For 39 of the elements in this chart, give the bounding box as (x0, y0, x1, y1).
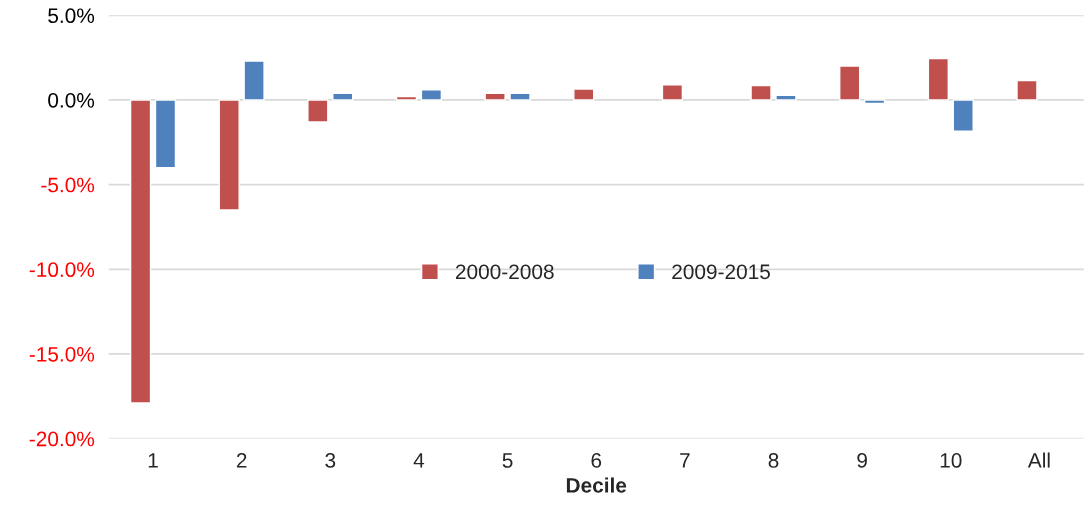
bar (573, 88, 595, 101)
x-tick-label: 10 (940, 453, 962, 468)
legend-label: 2000-2008 (455, 264, 554, 280)
x-tick-label: 5 (502, 453, 513, 468)
x-tick-label: 7 (680, 453, 690, 468)
x-tick-label: 6 (591, 453, 602, 468)
bar (775, 94, 797, 101)
y-tick-label: -5.0% (41, 177, 95, 193)
bar (154, 99, 177, 169)
bar (509, 92, 531, 101)
bar (307, 99, 329, 123)
bar (839, 65, 861, 101)
bar (243, 60, 265, 101)
x-tick-label: 3 (325, 453, 336, 468)
bar (661, 84, 684, 101)
bar (129, 99, 152, 404)
bar (863, 99, 886, 105)
x-axis-title: Decile (566, 477, 627, 493)
y-tick-label: -15.0% (29, 346, 95, 362)
x-tick-label: 4 (413, 453, 425, 468)
bar (484, 92, 506, 101)
x-tick-label: All (1027, 452, 1050, 468)
bar (395, 95, 418, 101)
bar (750, 84, 772, 101)
bar (1016, 79, 1038, 101)
x-tick-label: 1 (148, 453, 158, 468)
bar (420, 89, 443, 101)
x-tick-label: 9 (857, 453, 867, 468)
bar (952, 99, 974, 132)
x-tick-label: 2 (236, 453, 247, 468)
x-tick-label: 8 (768, 453, 779, 468)
bar (218, 99, 240, 211)
bar (927, 57, 949, 101)
y-tick-label: 0.0% (48, 92, 95, 108)
bar (332, 92, 354, 101)
y-tick-label: 5.0% (48, 8, 95, 24)
legend-label: 2009-2015 (672, 264, 770, 280)
y-tick-label: -20.0% (29, 431, 95, 447)
y-tick-label: -10.0% (29, 262, 95, 278)
